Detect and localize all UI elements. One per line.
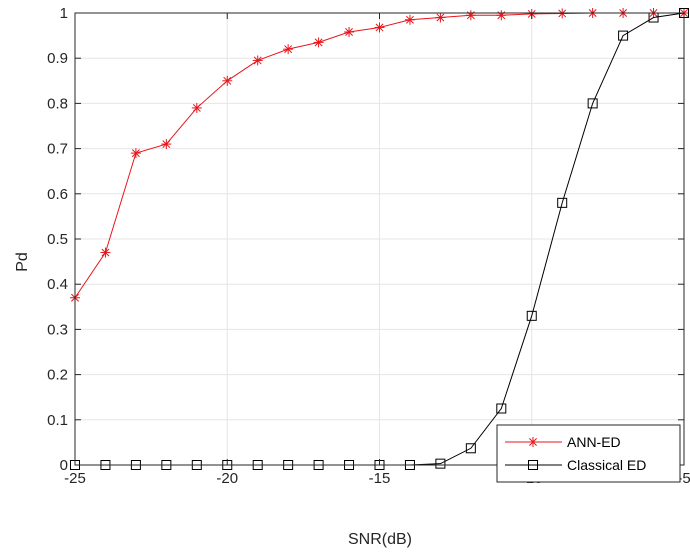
data-point-ann-ed [496, 10, 507, 21]
data-point-ann-ed [191, 102, 202, 113]
data-point-ann-ed [344, 26, 355, 37]
y-tick-label: 0.9 [47, 50, 68, 67]
data-point-ann-ed [374, 22, 385, 33]
legend-label-ann-ed: ANN-ED [567, 434, 621, 450]
data-point-ann-ed [404, 14, 415, 25]
y-tick-label: 1 [60, 5, 68, 22]
data-point-classical-ed [526, 310, 537, 321]
y-tick-label: 0.5 [47, 231, 68, 248]
data-point-ann-ed [465, 10, 476, 21]
legend-marker-symbol-ann-ed [528, 437, 538, 447]
data-point-ann-ed [435, 12, 446, 23]
data-point-classical-ed [465, 443, 476, 454]
x-tick-label: -20 [216, 470, 238, 487]
data-point-ann-ed [100, 247, 111, 258]
data-point-ann-ed [161, 139, 172, 150]
data-point-ann-ed [313, 37, 324, 48]
x-axis-label: SNR(dB) [348, 531, 412, 548]
data-point-ann-ed [222, 75, 233, 86]
y-tick-label: 0.3 [47, 321, 68, 338]
data-point-classical-ed [557, 197, 568, 208]
y-tick-label: 0.6 [47, 186, 68, 203]
x-tick-label: -25 [64, 470, 86, 487]
y-tick-label: 0 [60, 457, 68, 474]
legend: ANN-ED Classical ED [496, 424, 681, 483]
data-point-classical-ed [618, 30, 629, 41]
legend-box [496, 424, 681, 483]
legend-marker-ann-ed [528, 437, 538, 447]
data-point-ann-ed [130, 148, 141, 159]
y-tick-label: 0.7 [47, 141, 68, 158]
legend-marker-classical-ed [528, 460, 538, 470]
legend-marker-symbol-classical-ed [528, 460, 538, 470]
data-point-classical-ed [587, 98, 598, 109]
y-tick-label: 0.8 [47, 95, 68, 112]
y-axis-label: Pd [14, 252, 31, 272]
y-tick-label: 0.1 [47, 412, 68, 429]
data-point-ann-ed [283, 44, 294, 55]
legend-label-classical-ed: Classical ED [567, 457, 646, 473]
y-tick-label: 0.2 [47, 367, 68, 384]
grid [74, 12, 685, 466]
data-point-classical-ed [496, 403, 507, 414]
y-tick-label: 0.4 [47, 276, 68, 293]
data-point-classical-ed [435, 458, 446, 469]
data-point-ann-ed [252, 55, 263, 66]
x-tick-label: -15 [369, 470, 391, 487]
